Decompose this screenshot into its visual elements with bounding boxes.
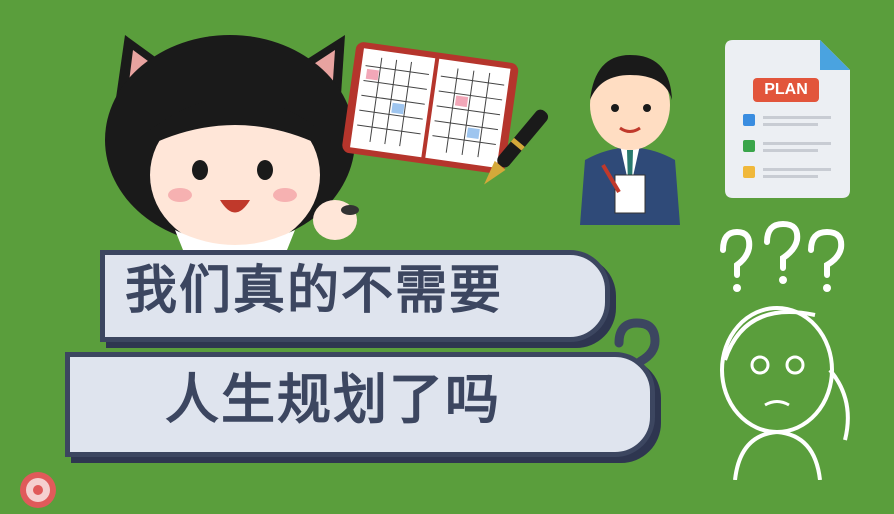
cat-ear-girl-illustration: [105, 35, 359, 255]
logo-badge-icon: [20, 472, 56, 508]
headline-banner-top: [100, 250, 610, 342]
businessman-writing-illustration: [580, 55, 680, 225]
planner-notebook-icon: [342, 42, 519, 174]
headline-line-1: 我们真的不需要: [125, 261, 504, 321]
thinking-girl-illustration: [720, 220, 850, 480]
headline-banner-bottom: [65, 352, 655, 457]
plan-badge: PLAN: [753, 78, 819, 102]
plan-document-icon: PLAN: [725, 40, 850, 198]
headline-line-2: 人生规划了吗: [165, 368, 501, 431]
fountain-pen-icon: [484, 109, 549, 185]
